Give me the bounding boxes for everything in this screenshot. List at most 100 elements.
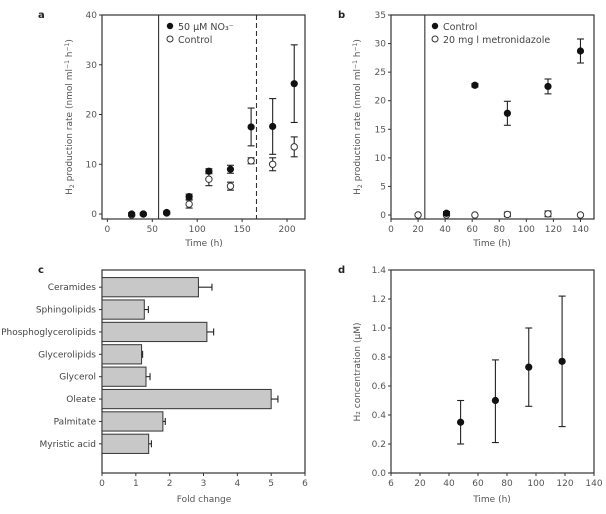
y-tick-label: 40 — [86, 11, 98, 21]
x-tick-label: 200 — [278, 225, 295, 235]
data-point-filled — [544, 82, 552, 91]
x-tick-label: 4 — [234, 479, 240, 489]
x-tick-label: 40 — [443, 479, 455, 489]
panel-d-plot: 6 20 40 60 80 100 120 140 0.0 0.2 0.4 0.6 0.8 1.0 1.2 1… — [372, 266, 603, 489]
data-point-filled — [503, 109, 511, 117]
panel-b-xlabel: Time (h) — [472, 239, 511, 249]
panel-a-frame — [101, 14, 306, 220]
y-tick-label: 20 — [375, 97, 387, 107]
legend-open-marker — [166, 35, 174, 43]
data-point-open — [247, 157, 255, 165]
category-label: Myristic acid — [40, 440, 97, 450]
y-tick-label: 0.0 — [372, 469, 387, 479]
data-point-filled — [247, 123, 255, 131]
data-point-filled — [491, 396, 499, 405]
panel-letter-a: a — [38, 10, 45, 21]
panel-c-plot: 0 1 2 3 4 5 6 Ceramides Sphingolipids Phosphoglyc… — [1, 269, 308, 489]
y-tick-label: 30 — [86, 61, 98, 71]
legend-label-control: Control — [443, 22, 477, 33]
data-point-open — [576, 211, 585, 219]
data-point-filled — [205, 167, 213, 175]
data-point-filled — [457, 418, 465, 426]
category-label: Phosphoglycerolipids — [1, 328, 96, 338]
panel-d-frame — [390, 269, 595, 474]
bar — [101, 299, 145, 320]
y-tick-label: 25 — [375, 68, 386, 78]
bar — [101, 366, 147, 387]
data-point-open — [503, 210, 512, 219]
data-point-filled — [558, 357, 566, 365]
data-point-filled — [163, 208, 171, 217]
data-point-filled — [185, 193, 193, 201]
data-point-filled — [226, 165, 235, 173]
y-tick-label: 10 — [86, 160, 98, 170]
panel-c-xlabel: Fold change — [177, 495, 232, 505]
data-point-open — [205, 175, 213, 183]
x-tick-label: 2 — [167, 479, 173, 489]
x-tick-label: 80 — [501, 479, 513, 489]
panel-d-ylabel: H₂ concentration (μM) — [353, 323, 363, 422]
panel-letter-c: c — [38, 265, 44, 276]
category-label: Sphingolipids — [36, 306, 96, 316]
legend-filled-marker — [431, 22, 439, 30]
panel-b-legend: Control 20 mg l metronidazole — [431, 22, 550, 46]
y-tick-label: 1.4 — [372, 266, 387, 276]
panel-letter-d: d — [338, 265, 345, 276]
data-point-filled — [139, 210, 147, 218]
x-tick-label: 120 — [545, 225, 562, 235]
bar — [101, 433, 150, 454]
x-tick-label: 100 — [527, 479, 544, 489]
y-tick-label: 35 — [375, 11, 386, 21]
bar — [101, 388, 272, 410]
panel-a-ylabel: H2 production rate (nmol ml−1 h−1) — [64, 39, 76, 195]
panel-a-legend: 50 μM NO₃⁻ Control — [166, 22, 234, 46]
data-point-filled — [290, 80, 298, 88]
x-tick-label: 150 — [234, 225, 251, 235]
data-point-filled — [525, 363, 533, 371]
panel-letter-b: b — [338, 10, 345, 21]
data-point-filled — [576, 47, 585, 55]
x-tick-label: 140 — [572, 225, 589, 235]
panel-b-plot: 0 20 40 60 80 100 120 140 0 5 10 15 20 25 30 35 — [375, 11, 595, 235]
data-point-filled — [471, 81, 479, 89]
y-tick-label: 0 — [380, 211, 386, 221]
panel-b-ylabel: H2 production rate (nmol ml−1 h−1) — [352, 39, 364, 195]
bar — [101, 277, 199, 298]
x-tick-label: 0 — [99, 479, 105, 489]
category-label: Ceramides — [48, 283, 97, 293]
bar — [101, 344, 143, 365]
y-tick-label: 0.8 — [372, 353, 387, 363]
category-label: Palmitate — [54, 417, 97, 427]
data-point-filled — [442, 209, 451, 217]
y-tick-label: 20 — [86, 111, 98, 121]
x-tick-label: 0 — [388, 225, 394, 235]
x-tick-label: 50 — [147, 225, 159, 235]
data-point-open — [268, 160, 277, 168]
data-point-open — [471, 211, 479, 219]
x-tick-label: 100 — [518, 225, 535, 235]
y-tick-label: 10 — [375, 154, 387, 164]
y-tick-label: 0 — [91, 210, 97, 220]
x-tick-label: 40 — [439, 225, 451, 235]
bar — [101, 321, 208, 343]
data-point-open — [544, 210, 552, 218]
legend-open-marker — [431, 35, 439, 43]
data-point-open — [226, 182, 235, 190]
x-tick-label: 60 — [472, 479, 484, 489]
x-tick-label: 6 — [388, 479, 394, 489]
x-tick-label: 5 — [268, 479, 274, 489]
x-tick-label: 80 — [494, 225, 506, 235]
x-tick-label: 20 — [412, 225, 424, 235]
data-point-filled — [128, 210, 136, 218]
x-tick-label: 20 — [414, 479, 426, 489]
panel-d-xlabel: Time (h) — [472, 495, 511, 505]
category-label: Glycerolipids — [38, 350, 96, 360]
legend-label-nitrate: 50 μM NO₃⁻ — [178, 22, 234, 33]
x-tick-label: 120 — [556, 479, 573, 489]
y-tick-label: 30 — [375, 40, 387, 50]
x-tick-label: 0 — [105, 225, 111, 235]
x-tick-label: 60 — [466, 225, 478, 235]
x-tick-label: 140 — [585, 479, 602, 489]
legend-filled-marker — [166, 22, 174, 30]
